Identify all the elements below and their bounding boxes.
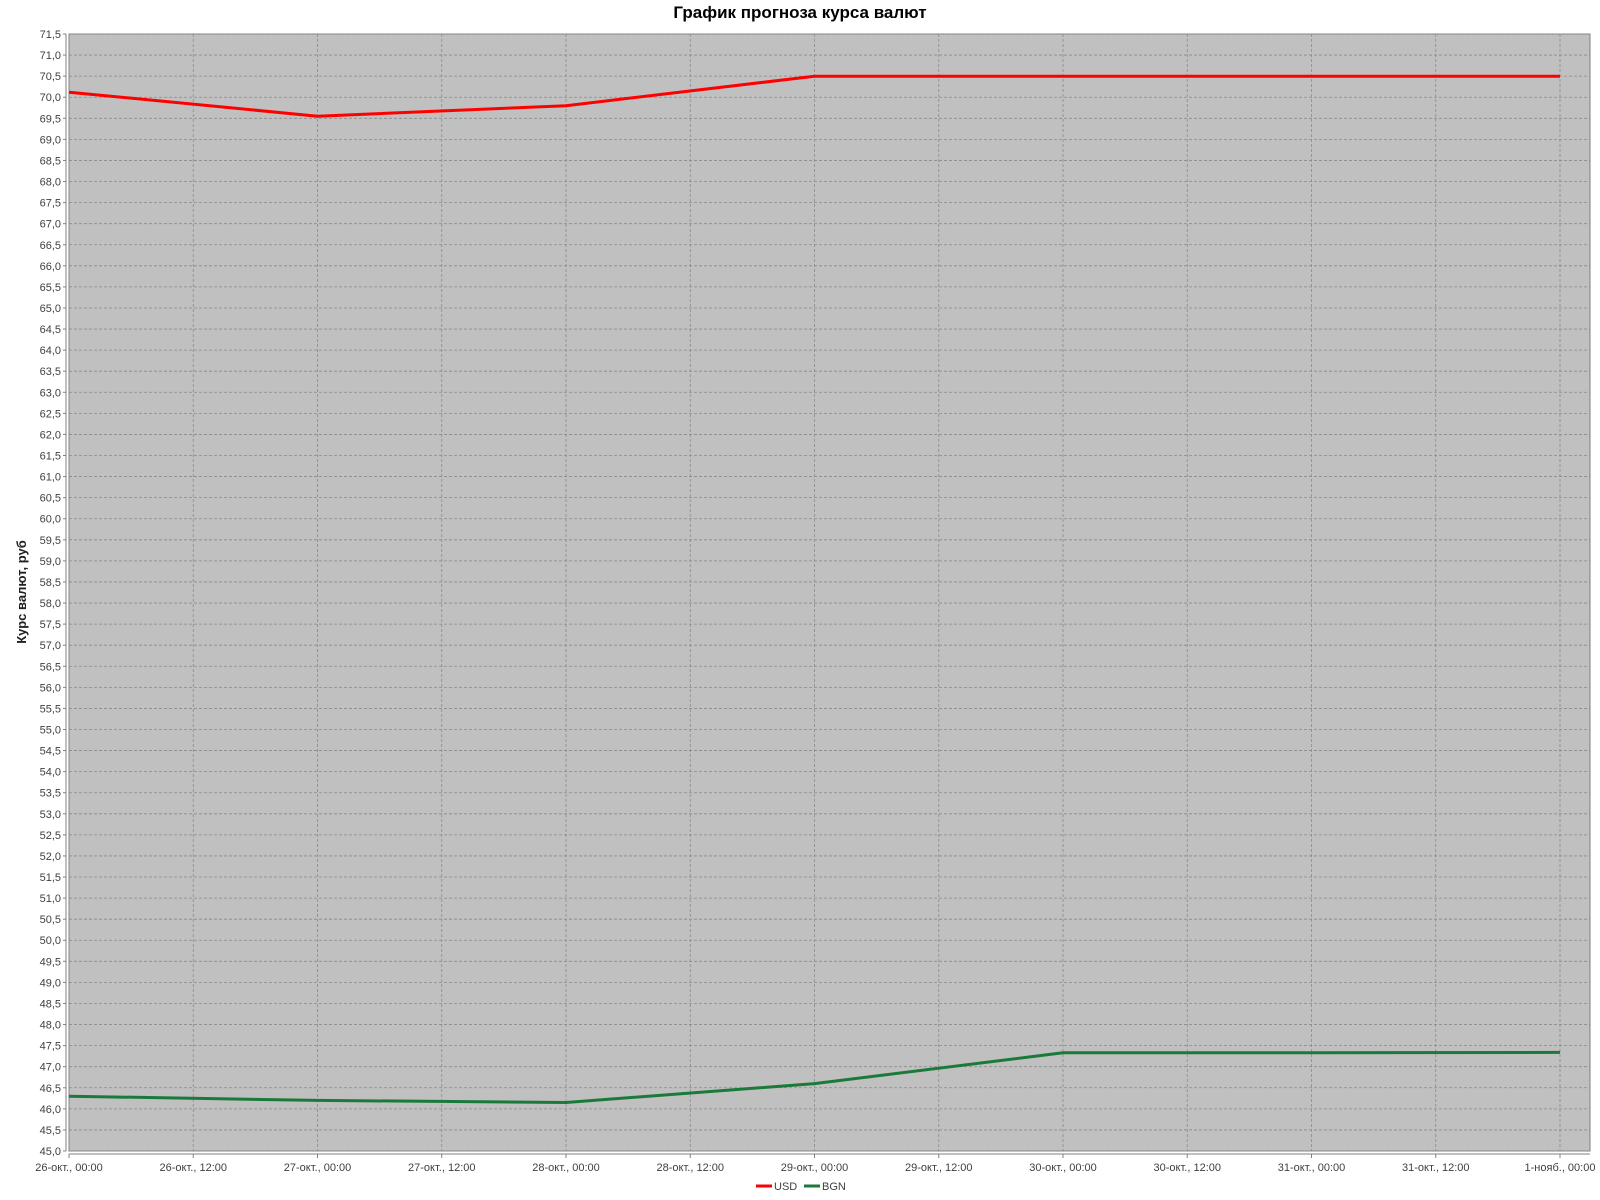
y-tick-label: 48,5: [40, 998, 61, 1010]
y-tick-label: 69,5: [40, 113, 61, 125]
y-tick-label: 54,5: [40, 746, 61, 758]
y-tick-label: 64,5: [40, 324, 61, 336]
y-tick-label: 54,0: [40, 767, 61, 779]
series-line-bgn: [68, 1050, 1561, 1104]
series-layer: [68, 74, 1561, 1104]
y-tick-label: 65,0: [40, 303, 61, 315]
y-tick-label: 67,5: [40, 198, 61, 210]
legend-label-usd: USD: [774, 1181, 797, 1193]
legend: USD BGN: [756, 1181, 846, 1193]
y-tick-label: 56,5: [40, 661, 61, 673]
y-tick-label: 63,5: [40, 366, 61, 378]
y-tick-label: 49,0: [40, 977, 61, 989]
x-tick-label: 1-нояб., 00:00: [1525, 1162, 1596, 1174]
y-tick-label: 51,0: [40, 893, 61, 905]
y-tick-label: 71,5: [40, 29, 61, 41]
y-tick-label: 57,0: [40, 640, 61, 652]
y-tick-label: 69,0: [40, 134, 61, 146]
y-tick-label: 45,5: [40, 1125, 61, 1137]
x-tick-label: 29-окт., 00:00: [781, 1162, 848, 1174]
chart-title: График прогноза курса валют: [673, 3, 927, 22]
x-tick-label: 26-окт., 12:00: [160, 1162, 227, 1174]
y-tick-label: 68,0: [40, 177, 61, 189]
y-tick-label: 60,0: [40, 514, 61, 526]
y-tick-label: 52,0: [40, 851, 61, 863]
x-axis: 26-окт., 00:00 26-окт., 12:00 27-окт., 00:…: [35, 1153, 1596, 1174]
y-tick-label: 71,0: [40, 50, 61, 62]
y-tick-label: 45,0: [40, 1146, 61, 1158]
y-tick-label: 52,5: [40, 830, 61, 842]
x-tick-label: 29-окт., 12:00: [905, 1162, 972, 1174]
y-tick-label: 49,5: [40, 956, 61, 968]
y-tick-label: 59,5: [40, 535, 61, 547]
y-tick-label: 70,5: [40, 71, 61, 83]
y-tick-label: 53,5: [40, 788, 61, 800]
y-tick-label: 61,5: [40, 451, 61, 463]
legend-label-bgn: BGN: [822, 1181, 846, 1193]
y-tick-label: 70,0: [40, 92, 61, 104]
grid-layer: [68, 33, 1591, 1152]
x-tick-label: 30-окт., 12:00: [1154, 1162, 1221, 1174]
y-tick-label: 50,0: [40, 935, 61, 947]
y-tick-label: 67,0: [40, 219, 61, 231]
y-tick-label: 68,5: [40, 155, 61, 167]
x-tick-label: 28-окт., 12:00: [657, 1162, 724, 1174]
y-tick-label: 55,5: [40, 703, 61, 715]
y-axis-title: Курс валют, руб: [14, 540, 29, 644]
y-tick-label: 62,0: [40, 429, 61, 441]
x-tick-label: 28-окт., 00:00: [532, 1162, 599, 1174]
y-tick-label: 66,0: [40, 261, 61, 273]
y-tick-label: 47,5: [40, 1041, 61, 1053]
y-tick-label: 47,0: [40, 1062, 61, 1074]
y-tick-label: 53,0: [40, 809, 61, 821]
y-tick-label: 46,5: [40, 1083, 61, 1095]
x-tick-label: 31-окт., 12:00: [1402, 1162, 1469, 1174]
y-tick-label: 58,0: [40, 598, 61, 610]
x-tick-label: 27-окт., 12:00: [408, 1162, 475, 1174]
y-tick-label: 64,0: [40, 345, 61, 357]
x-tick-label: 31-окт., 00:00: [1278, 1162, 1345, 1174]
y-tick-label: 59,0: [40, 556, 61, 568]
y-tick-label: 65,5: [40, 282, 61, 294]
y-tick-label: 66,5: [40, 240, 61, 252]
y-axis: 45,0 45,5 46,0 46,5 47,0 47,5 48,0 48,5 49,0 49,5…: [40, 29, 67, 1158]
y-tick-label: 55,0: [40, 724, 61, 736]
y-tick-label: 48,0: [40, 1020, 61, 1032]
y-tick-label: 57,5: [40, 619, 61, 631]
y-tick-label: 46,0: [40, 1104, 61, 1116]
y-tick-label: 56,0: [40, 682, 61, 694]
y-tick-label: 63,0: [40, 387, 61, 399]
y-tick-label: 60,5: [40, 493, 61, 505]
y-tick-label: 62,5: [40, 408, 61, 420]
x-tick-label: 26-окт., 00:00: [35, 1162, 102, 1174]
y-tick-label: 51,5: [40, 872, 61, 884]
x-tick-label: 27-окт., 00:00: [284, 1162, 351, 1174]
plot-area: [68, 33, 1591, 1152]
y-tick-label: 61,0: [40, 472, 61, 484]
y-tick-label: 58,5: [40, 577, 61, 589]
y-tick-label: 50,5: [40, 914, 61, 926]
x-tick-label: 30-окт., 00:00: [1029, 1162, 1096, 1174]
